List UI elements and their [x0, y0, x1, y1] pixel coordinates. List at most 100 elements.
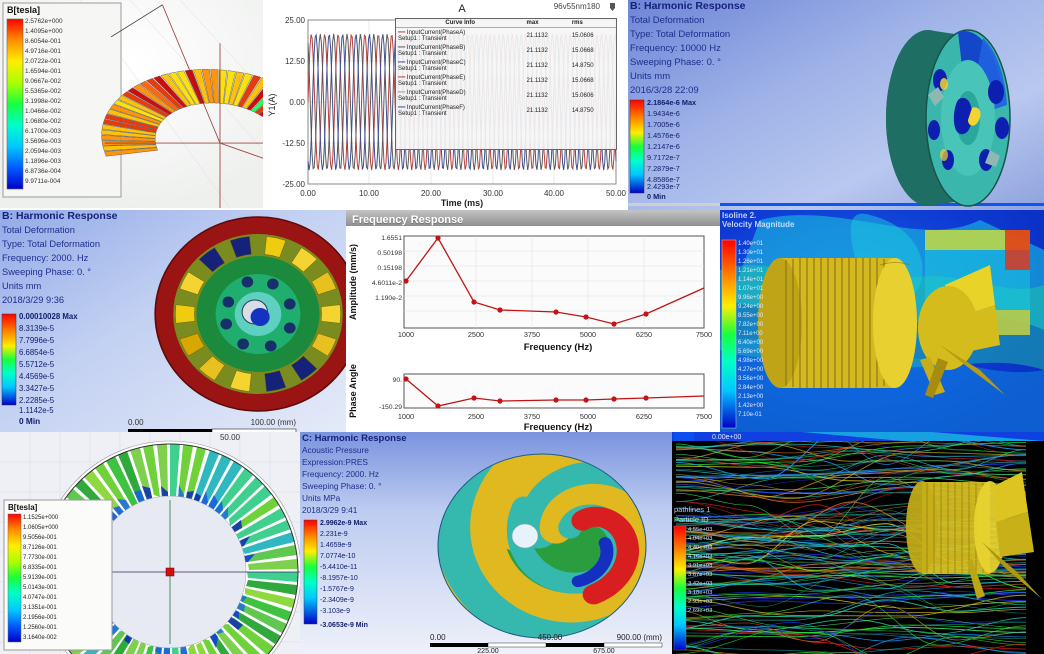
svg-text:225.00: 225.00 — [477, 648, 499, 654]
svg-text:-25.00: -25.00 — [282, 180, 305, 189]
svg-text:1.9434e-6: 1.9434e-6 — [647, 109, 680, 118]
svg-text:-12.50: -12.50 — [282, 139, 305, 148]
svg-text:1.1142e-5: 1.1142e-5 — [19, 406, 54, 415]
svg-text:7.7996e-5: 7.7996e-5 — [19, 336, 55, 345]
svg-text:6.8335e-001: 6.8335e-001 — [23, 565, 57, 571]
svg-text:Phase Angle: Phase Angle — [348, 364, 358, 418]
svg-text:Particle ID: Particle ID — [674, 515, 709, 524]
svg-text:1.190e-2: 1.190e-2 — [375, 295, 402, 302]
svg-text:-3.0653e-9 Min: -3.0653e-9 Min — [320, 622, 368, 629]
svg-text:Total Deformation: Total Deformation — [630, 15, 704, 26]
svg-text:Total Deformation: Total Deformation — [2, 225, 75, 235]
svg-text:1.26e+01: 1.26e+01 — [738, 259, 764, 265]
svg-text:4.27e+00: 4.27e+00 — [738, 367, 764, 373]
svg-text:pathlines 1: pathlines 1 — [674, 505, 710, 514]
svg-text:2.231e-9: 2.231e-9 — [320, 531, 348, 538]
svg-text:1.0605e+000: 1.0605e+000 — [23, 525, 59, 531]
svg-text:450.00: 450.00 — [538, 633, 563, 642]
svg-text:Frequency (Hz): Frequency (Hz) — [524, 422, 593, 432]
svg-text:3750: 3750 — [524, 412, 540, 421]
svg-text:96v55nm180: 96v55nm180 — [554, 2, 601, 11]
svg-text:5.69e+00: 5.69e+00 — [738, 349, 764, 355]
svg-text:4.98e+00: 4.98e+00 — [738, 358, 764, 364]
svg-text:Y1(A): Y1(A) — [267, 93, 277, 116]
svg-text:0.00: 0.00 — [430, 633, 446, 642]
svg-text:1.4576e-6: 1.4576e-6 — [647, 131, 680, 140]
svg-text:3750: 3750 — [524, 330, 540, 339]
svg-text:1.07e+01: 1.07e+01 — [738, 286, 764, 292]
svg-text:5.5712e-5: 5.5712e-5 — [19, 360, 55, 369]
svg-text:Units mm: Units mm — [2, 281, 42, 291]
svg-text:Sweeping Phase: 0. °: Sweeping Phase: 0. ° — [2, 267, 91, 277]
svg-text:5000: 5000 — [580, 330, 596, 339]
svg-text:3.56e+00: 3.56e+00 — [738, 376, 764, 382]
svg-text:675.00: 675.00 — [593, 648, 615, 654]
svg-text:Acoustic Pressure: Acoustic Pressure — [302, 445, 369, 455]
svg-text:C: Harmonic Response: C: Harmonic Response — [302, 433, 407, 444]
svg-text:-8.1957e-10: -8.1957e-10 — [320, 575, 358, 582]
svg-text:Units MPa: Units MPa — [302, 493, 341, 503]
svg-text:50.00: 50.00 — [220, 433, 241, 442]
svg-text:8.55e+00: 8.55e+00 — [738, 313, 764, 319]
svg-text:Type: Total Deformation: Type: Total Deformation — [630, 29, 730, 40]
svg-text:1000: 1000 — [398, 412, 414, 421]
svg-text:2.1864e-6 Max: 2.1864e-6 Max — [647, 98, 696, 107]
svg-text:2.69e+03: 2.69e+03 — [688, 608, 712, 614]
svg-text:B[tesla]: B[tesla] — [8, 503, 38, 512]
svg-text:1.21e+01: 1.21e+01 — [738, 268, 764, 274]
svg-text:7500: 7500 — [696, 412, 712, 421]
svg-text:3.91e+03: 3.91e+03 — [688, 563, 712, 569]
svg-text:4.4569e-5: 4.4569e-5 — [19, 372, 55, 381]
svg-text:-3.103e-9: -3.103e-9 — [320, 608, 350, 615]
svg-text:1.2147e-6: 1.2147e-6 — [647, 142, 680, 151]
svg-text:1.7005e-6: 1.7005e-6 — [647, 120, 680, 129]
svg-text:12.50: 12.50 — [285, 57, 306, 66]
svg-text:4.40e+03: 4.40e+03 — [688, 545, 712, 551]
svg-text:3.42e+03: 3.42e+03 — [688, 581, 712, 587]
svg-text:7.7730e-001: 7.7730e-001 — [23, 555, 57, 561]
svg-text:Sweeping Phase: 0. °: Sweeping Phase: 0. ° — [630, 57, 721, 68]
svg-text:3.67e+03: 3.67e+03 — [688, 572, 712, 578]
svg-text:A: A — [458, 3, 466, 15]
svg-text:B: Harmonic Response: B: Harmonic Response — [2, 210, 118, 222]
svg-text:7.11e+00: 7.11e+00 — [738, 331, 763, 337]
svg-text:7.82e+00: 7.82e+00 — [738, 322, 764, 328]
svg-text:5.0143e-001: 5.0143e-001 — [23, 585, 57, 591]
svg-text:2016/3/28 22:09: 2016/3/28 22:09 — [630, 85, 699, 96]
svg-text:3.18e+03: 3.18e+03 — [688, 590, 712, 596]
svg-text:Frequency: 2000. Hz: Frequency: 2000. Hz — [2, 253, 89, 263]
svg-text:B: Harmonic Response: B: Harmonic Response — [630, 0, 746, 12]
svg-text:9.7172e-7: 9.7172e-7 — [647, 153, 680, 162]
svg-text:Frequency: 2000. Hz: Frequency: 2000. Hz — [302, 469, 379, 479]
svg-text:2.84e+00: 2.84e+00 — [738, 385, 764, 391]
svg-text:9.5056e-001: 9.5056e-001 — [23, 535, 57, 541]
svg-text:0.00: 0.00 — [300, 189, 316, 198]
svg-text:900.00 (mm): 900.00 (mm) — [617, 633, 663, 642]
svg-text:50.00: 50.00 — [606, 189, 627, 198]
svg-text:0.00: 0.00 — [128, 418, 144, 427]
svg-text:5.9139e-001: 5.9139e-001 — [23, 575, 57, 581]
svg-text:2.2285e-5: 2.2285e-5 — [19, 396, 55, 405]
svg-text:4.0747e-001: 4.0747e-001 — [23, 595, 57, 601]
svg-text:0.00e+00: 0.00e+00 — [712, 434, 741, 441]
svg-text:8.3139e-5: 8.3139e-5 — [19, 324, 55, 333]
svg-text:0.50198: 0.50198 — [377, 250, 402, 257]
svg-text:1.30e+01: 1.30e+01 — [738, 250, 764, 256]
svg-text:9.96e+00: 9.96e+00 — [738, 295, 764, 301]
svg-text:0.00010028 Max: 0.00010028 Max — [19, 312, 78, 321]
svg-text:40.00: 40.00 — [544, 189, 565, 198]
svg-text:8.7126e-001: 8.7126e-001 — [23, 545, 57, 551]
svg-text:1.2560e-001: 1.2560e-001 — [23, 625, 57, 631]
svg-text:0 Min: 0 Min — [647, 192, 666, 201]
svg-text:2.1956e-001: 2.1956e-001 — [23, 615, 57, 621]
svg-text:3.1351e-001: 3.1351e-001 — [23, 605, 57, 611]
svg-text:2500: 2500 — [468, 330, 484, 339]
svg-text:6.6854e-5: 6.6854e-5 — [19, 348, 55, 357]
svg-text:2.4293e-7: 2.4293e-7 — [647, 182, 680, 191]
svg-text:3.1640e-002: 3.1640e-002 — [23, 635, 57, 641]
svg-text:2.93e+03: 2.93e+03 — [688, 599, 712, 605]
svg-text:Type: Total Deformation: Type: Total Deformation — [2, 239, 100, 249]
svg-text:-150.29: -150.29 — [379, 404, 402, 411]
svg-text:1000: 1000 — [398, 330, 414, 339]
svg-text:Frequency (Hz): Frequency (Hz) — [524, 342, 593, 353]
